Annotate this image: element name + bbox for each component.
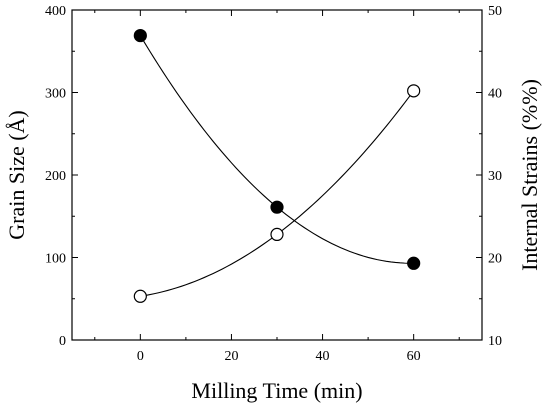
y2-tick-label: 50: [488, 4, 502, 19]
grain-size-point: [270, 200, 284, 214]
x-tick-label: 0: [137, 349, 144, 364]
strain-point: [270, 227, 284, 241]
y-tick-label: 100: [45, 252, 66, 267]
strain-point: [133, 289, 147, 303]
grain-size-point: [133, 28, 147, 43]
x-axis-title: Milling Time (min): [191, 378, 362, 403]
y2-tick-label: 30: [488, 169, 502, 184]
y2-tick-label: 20: [488, 252, 502, 267]
strain-point: [407, 84, 421, 98]
data-markers: [133, 28, 421, 303]
x-tick-label: 60: [407, 349, 421, 364]
x-tick-label: 20: [224, 349, 238, 364]
fit-curves: [139, 35, 415, 297]
y2-tick-label: 10: [488, 334, 502, 349]
y-tick-label: 200: [45, 169, 66, 184]
y-tick-label: 300: [45, 87, 66, 102]
x-tick-label: 40: [316, 349, 330, 364]
y-axis-title: Grain Size (Å): [4, 110, 29, 240]
plot-frame: [71, 9, 483, 341]
y2-axis-title: Internal Strains (%%): [517, 79, 542, 271]
grain-size-point: [407, 256, 421, 270]
ticks: 0 20 40 60 0 100 200 300 400 10 20 30 40 50: [45, 4, 502, 364]
y-tick-label: 0: [59, 334, 66, 349]
y2-tick-label: 40: [488, 87, 502, 102]
strain-fit-line: [140, 90, 415, 297]
y-tick-label: 400: [45, 4, 66, 19]
